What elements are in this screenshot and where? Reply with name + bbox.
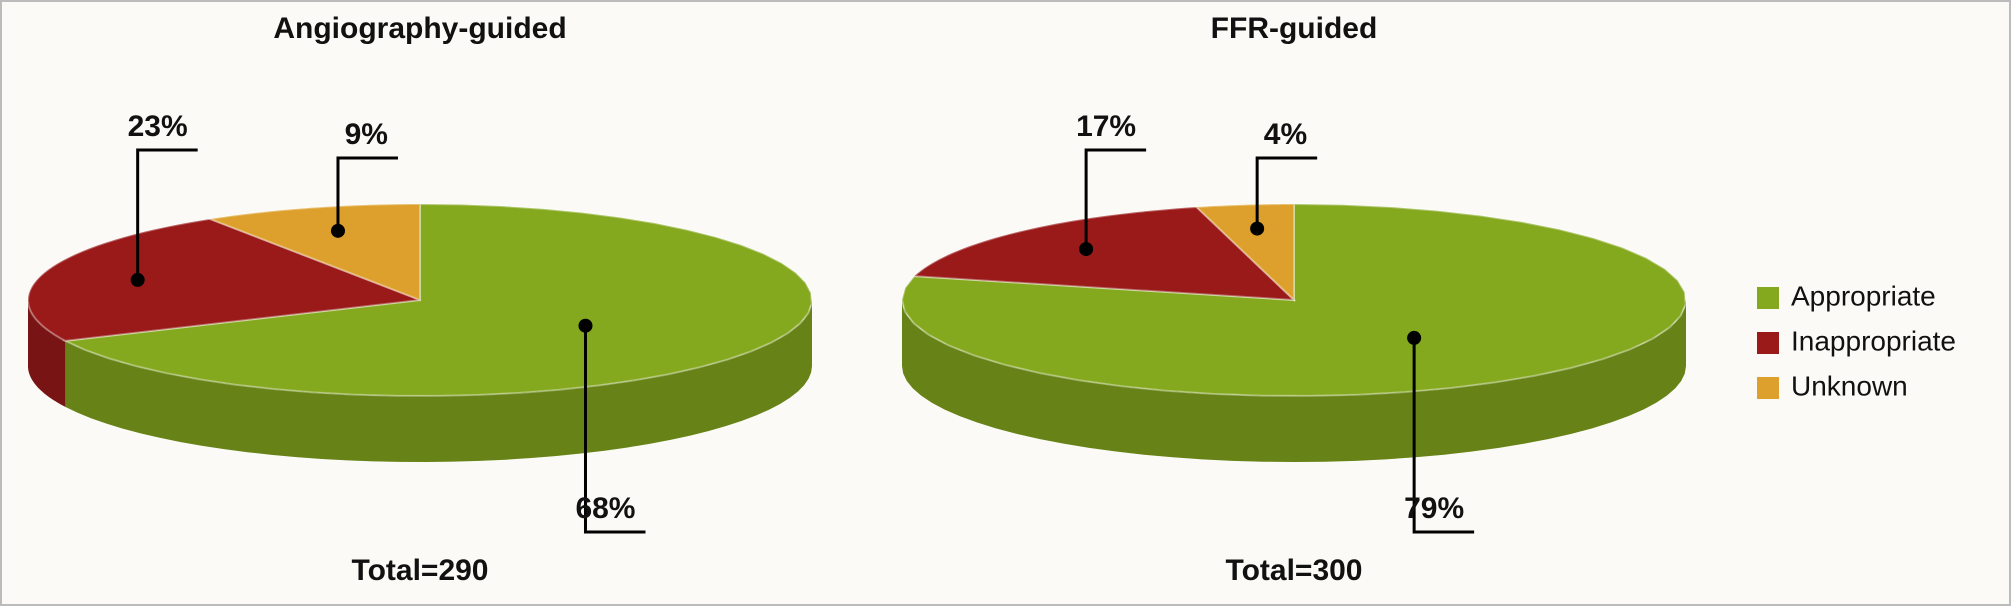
leader-line [1412,337,1475,534]
total-note: Total=290 [351,554,488,587]
value-label: 79% [1404,492,1464,525]
slice-side [65,300,812,462]
chart-title: Angiography-guided [273,12,566,45]
slice-shade [65,300,812,462]
value-label: 68% [575,492,635,525]
slice-shade [28,300,66,407]
slice [206,202,421,302]
chart-title: FFR-guided [1211,12,1378,45]
legend-swatch [1757,377,1779,399]
slice [27,217,421,342]
leader-line [1255,156,1318,229]
legend-label: Unknown [1791,370,1908,401]
value-label: 9% [345,118,388,151]
slice [911,205,1297,302]
slice-side [902,300,1686,462]
legend-label: Appropriate [1791,280,1936,311]
slice-shade [902,300,1686,462]
total-note: Total=300 [1225,554,1362,587]
value-label: 23% [128,110,188,143]
slice [61,202,813,397]
legend-swatch [1757,332,1779,354]
leader-line [136,148,198,280]
value-label: 17% [1076,110,1136,143]
leader-line [336,156,398,231]
slice-side [28,300,66,407]
legend-swatch [1757,287,1779,309]
slice [1194,202,1295,303]
legend-label: Inappropriate [1791,325,1956,356]
leader-line [583,325,646,534]
value-label: 4% [1264,118,1307,151]
slice [900,202,1687,397]
leader-line [1084,148,1147,250]
